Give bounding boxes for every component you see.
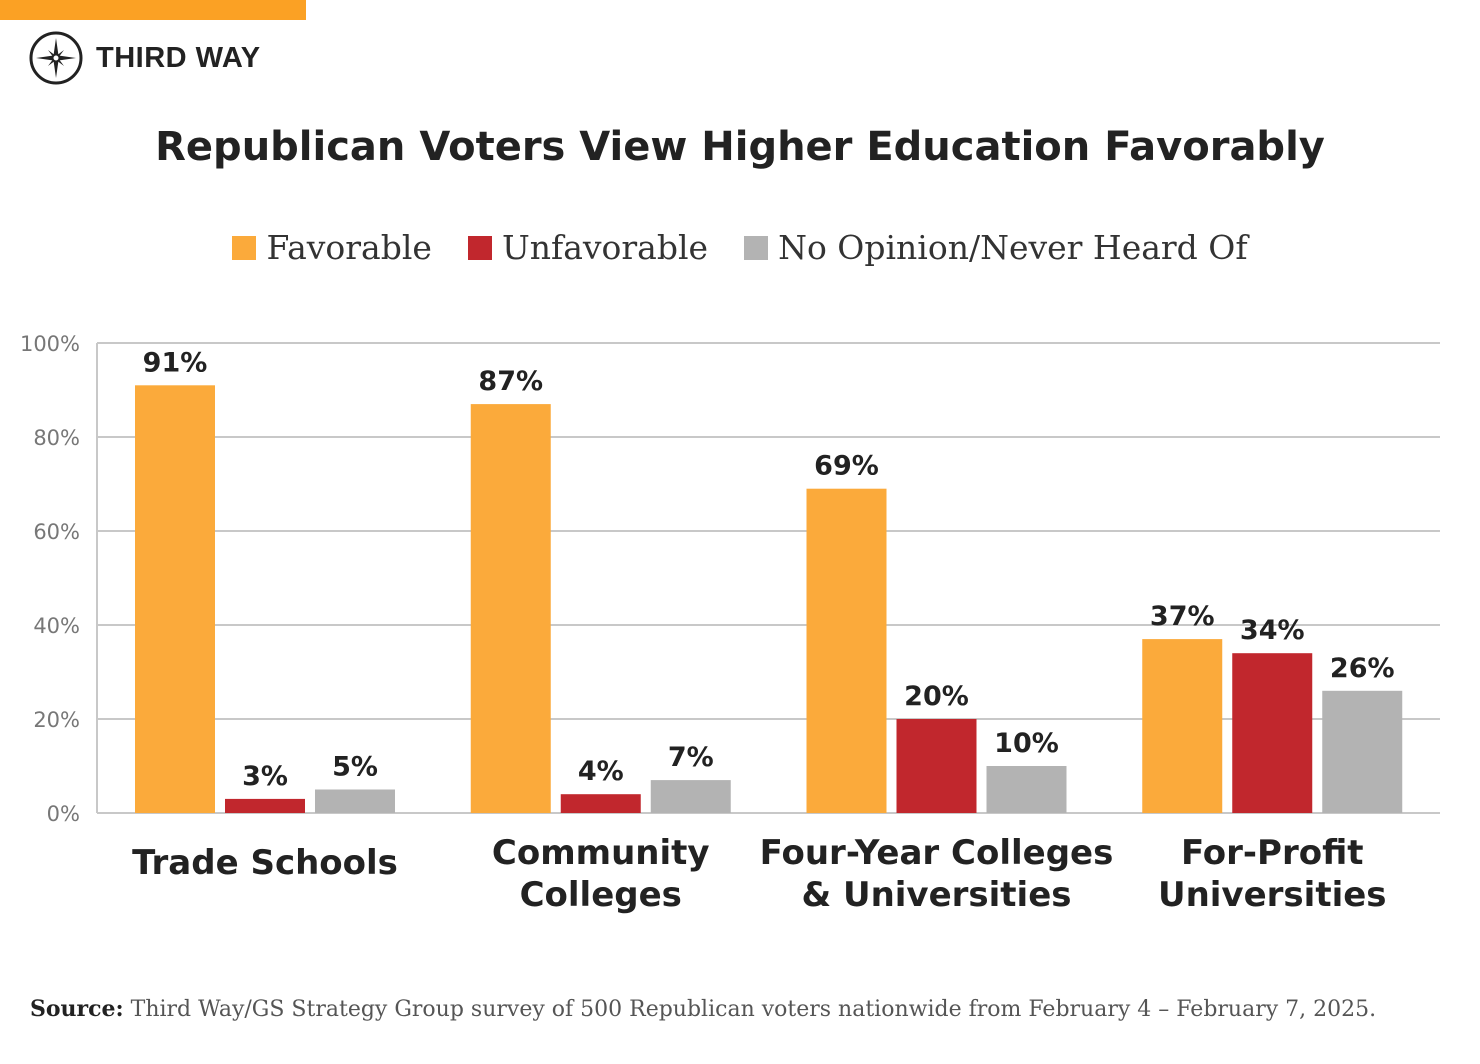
legend: Favorable Unfavorable No Opinion/Never H… bbox=[0, 228, 1480, 267]
data-label: 87% bbox=[478, 366, 543, 397]
legend-label: Favorable bbox=[266, 228, 432, 267]
chart-title: Republican Voters View Higher Education … bbox=[155, 124, 1325, 170]
data-label: 3% bbox=[242, 761, 288, 792]
data-label: 4% bbox=[578, 756, 624, 787]
x-category-label: For-Profit bbox=[1181, 833, 1364, 873]
legend-swatch bbox=[744, 235, 769, 260]
legend-swatch bbox=[467, 235, 492, 260]
legend-label: No Opinion/Never Heard Of bbox=[778, 228, 1248, 267]
legend-swatch bbox=[232, 235, 257, 260]
x-category-label: Trade Schools bbox=[132, 843, 398, 883]
bar-2-0 bbox=[315, 789, 395, 813]
y-tick-label: 20% bbox=[33, 708, 80, 732]
y-tick-label: 60% bbox=[33, 520, 80, 544]
legend-label: Unfavorable bbox=[501, 228, 709, 267]
logo: THIRD WAY bbox=[28, 30, 261, 86]
bar-1-3 bbox=[1232, 653, 1313, 813]
bar-1-1 bbox=[560, 794, 641, 813]
legend-item-unfavorable: Unfavorable bbox=[467, 228, 709, 267]
legend-item-favorable: Favorable bbox=[232, 228, 432, 267]
bar-0-1 bbox=[470, 404, 551, 813]
brand-name: THIRD WAY bbox=[96, 41, 261, 74]
data-label: 5% bbox=[332, 752, 378, 783]
bar-2-3 bbox=[1322, 690, 1403, 813]
bar-2-2 bbox=[986, 766, 1067, 813]
x-category-label: Universities bbox=[1158, 875, 1387, 915]
x-category-label: Four-Year Colleges bbox=[760, 833, 1114, 873]
bar-0-0 bbox=[135, 385, 215, 813]
bar-1-0 bbox=[225, 798, 305, 813]
y-tick-label: 100% bbox=[20, 332, 80, 356]
data-label: 26% bbox=[1330, 653, 1395, 684]
bar-1-2 bbox=[896, 719, 977, 813]
accent-bar bbox=[0, 0, 306, 20]
x-category-label: Community bbox=[492, 833, 710, 873]
source-label: Source: bbox=[30, 996, 124, 1022]
source-text: Third Way/GS Strategy Group survey of 50… bbox=[123, 997, 1377, 1022]
x-category-label: Colleges bbox=[520, 875, 682, 915]
y-tick-label: 40% bbox=[33, 614, 80, 638]
data-label: 37% bbox=[1150, 601, 1215, 632]
data-label: 91% bbox=[143, 347, 208, 378]
y-tick-label: 80% bbox=[33, 426, 80, 450]
bar-2-1 bbox=[650, 780, 731, 813]
source-note: Source: Third Way/GS Strategy Group surv… bbox=[30, 996, 1376, 1022]
data-label: 7% bbox=[668, 742, 714, 773]
data-label: 69% bbox=[814, 451, 879, 482]
legend-item-no-opinion: No Opinion/Never Heard Of bbox=[744, 228, 1248, 267]
data-label: 20% bbox=[904, 681, 969, 712]
data-label: 34% bbox=[1240, 615, 1305, 646]
compass-icon bbox=[29, 31, 83, 85]
bar-0-2 bbox=[806, 488, 887, 813]
x-category-label: & Universities bbox=[801, 875, 1071, 915]
data-label: 10% bbox=[994, 728, 1059, 759]
y-tick-label: 0% bbox=[47, 802, 80, 826]
bar-0-3 bbox=[1142, 639, 1223, 813]
